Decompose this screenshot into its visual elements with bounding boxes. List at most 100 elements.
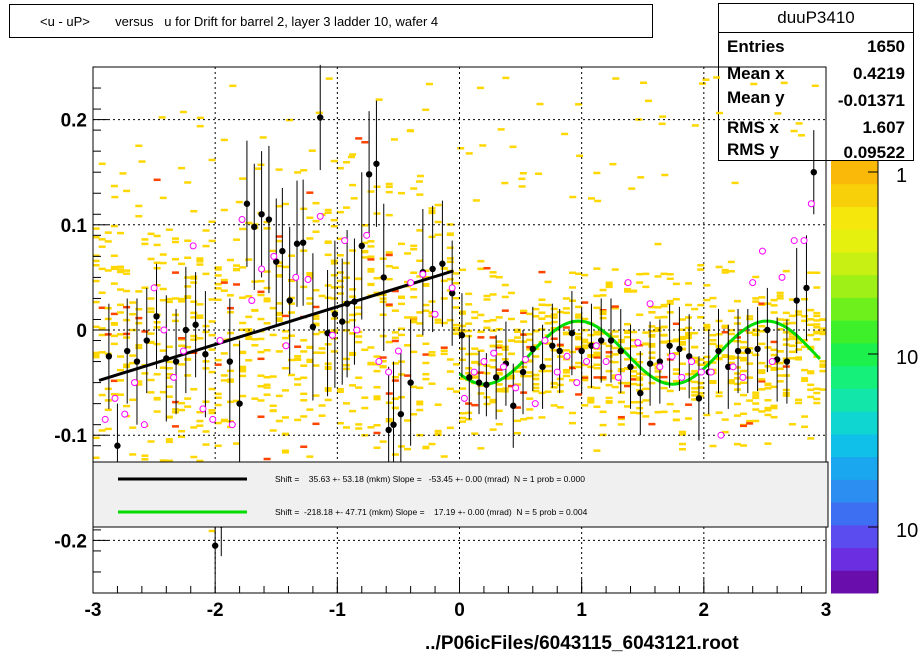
histogram-cell (740, 381, 748, 385)
histogram-cell (691, 394, 699, 397)
histogram-cell (159, 390, 167, 394)
palette-band (831, 342, 878, 367)
histogram-cell (727, 270, 735, 273)
histogram-cell (349, 153, 357, 156)
histogram-cell (306, 455, 314, 458)
histogram-cell (770, 311, 778, 314)
histogram-cell (587, 401, 595, 404)
histogram-cell (391, 266, 399, 269)
histogram-cell (790, 129, 798, 133)
histogram-cell (257, 163, 265, 167)
histogram-cell (640, 81, 648, 85)
palette-band (831, 524, 878, 549)
histogram-cell (104, 399, 112, 402)
mean-marker (238, 216, 246, 224)
histogram-cell (611, 346, 619, 350)
histogram-cell (495, 383, 503, 386)
histogram-cell (807, 395, 815, 399)
histogram-cell (214, 396, 222, 399)
histogram-cell (111, 195, 119, 199)
histogram-cell (251, 338, 259, 341)
histogram-cell (526, 359, 534, 362)
histogram-cell (782, 394, 790, 397)
profile-point (331, 240, 339, 388)
profile-marker (695, 395, 703, 402)
histogram-cell (116, 268, 124, 271)
histogram-cell (538, 328, 546, 331)
histogram-cell (691, 307, 699, 311)
histogram-cell (226, 306, 234, 310)
histogram-cell (599, 310, 607, 313)
histogram-cell (642, 415, 650, 418)
palette-label: 10 (896, 347, 918, 369)
histogram-cell (110, 379, 118, 383)
histogram-cell (465, 366, 473, 370)
palette-band (831, 479, 878, 503)
histogram-cell (727, 260, 735, 264)
histogram-cell (752, 419, 760, 423)
y-tick-label: -0.1 (54, 426, 87, 447)
histogram-cell (361, 406, 369, 410)
histogram-cell (367, 270, 375, 273)
profile-point (273, 198, 280, 325)
histogram-cell (709, 361, 717, 364)
histogram-cell (391, 331, 399, 334)
profile-marker (810, 169, 817, 176)
histogram-cell (819, 327, 827, 330)
histogram-cell (294, 383, 302, 386)
histogram-cell (637, 176, 645, 179)
mean-marker (209, 415, 217, 423)
histogram-cell (141, 242, 149, 246)
histogram-cell (465, 411, 473, 415)
histogram-cell (654, 306, 662, 309)
histogram-cell (367, 362, 375, 366)
histogram-cell (300, 350, 308, 353)
stats-mean-y-label: Mean y (727, 88, 785, 107)
histogram-cell (263, 297, 271, 300)
histogram-cell (110, 342, 118, 346)
profile-marker (627, 363, 634, 371)
histogram-cell (422, 361, 430, 365)
histogram-cell (770, 304, 778, 307)
histogram-cell (465, 292, 473, 296)
histogram-cell (782, 365, 790, 368)
x-tick-label: 0 (454, 600, 465, 621)
histogram-cell (446, 246, 454, 250)
histogram-cell (715, 357, 723, 360)
histogram-cell (220, 379, 228, 382)
histogram-cell (612, 77, 620, 80)
histogram-cell (208, 370, 216, 374)
histogram-cell (811, 84, 819, 88)
histogram-cell (239, 351, 247, 355)
histogram-cell (147, 332, 155, 335)
histogram-cell (257, 385, 265, 388)
histogram-cell (428, 210, 436, 213)
histogram-cell (764, 302, 772, 305)
profile-point (637, 351, 644, 436)
histogram-cell (330, 274, 338, 277)
histogram-cell (306, 297, 314, 300)
profile-marker (317, 114, 324, 121)
histogram-cell (269, 306, 277, 310)
histogram-cell (179, 110, 187, 114)
histogram-cell (92, 263, 100, 267)
histogram-cell (801, 368, 809, 372)
histogram-cell (263, 322, 271, 325)
histogram-cell (452, 328, 460, 332)
histogram-cell (245, 335, 253, 339)
histogram-cell (465, 303, 473, 306)
histogram-cell (226, 420, 234, 423)
histogram-cell (116, 379, 124, 382)
mean-marker (228, 421, 236, 429)
histogram-cell (129, 312, 137, 316)
histogram-cell (715, 265, 723, 269)
profile-marker (578, 347, 585, 355)
histogram-cell (477, 267, 485, 271)
histogram-cell (171, 271, 179, 274)
histogram-cell (434, 203, 442, 207)
histogram-cell (648, 422, 656, 426)
histogram-cell (281, 202, 289, 206)
histogram-cell (391, 379, 399, 382)
histogram-cell (196, 459, 204, 463)
histogram-cell (623, 335, 631, 339)
